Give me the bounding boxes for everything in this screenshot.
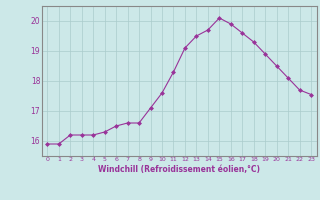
X-axis label: Windchill (Refroidissement éolien,°C): Windchill (Refroidissement éolien,°C) <box>98 165 260 174</box>
